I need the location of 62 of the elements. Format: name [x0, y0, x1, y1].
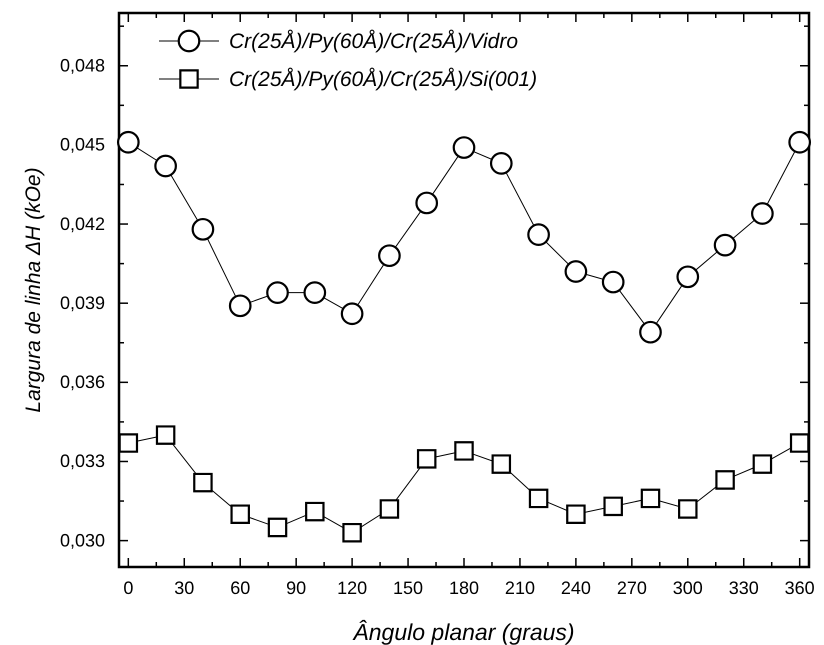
x-tick-label: 0: [123, 578, 134, 598]
point: [676, 265, 700, 288]
point: [564, 260, 588, 283]
x-tick-label: 330: [728, 578, 759, 598]
point: [678, 499, 698, 519]
point: [342, 522, 362, 542]
point: [380, 499, 400, 519]
point: [640, 488, 660, 508]
point: [156, 425, 176, 445]
point: [305, 502, 325, 522]
y-tick-label: 0,036: [60, 372, 105, 392]
point: [492, 454, 512, 474]
x-tick-label: 180: [448, 578, 480, 598]
point: [528, 488, 548, 508]
point: [378, 244, 401, 268]
x-tick-label: 360: [784, 578, 815, 598]
point: [639, 320, 662, 344]
point: [416, 449, 436, 469]
point: [454, 441, 474, 461]
x-tick-label: 240: [560, 578, 591, 598]
point: [566, 504, 586, 524]
y-tick-label: 0,042: [60, 214, 105, 234]
x-tick-label: 300: [672, 578, 703, 598]
point: [751, 202, 774, 225]
x-tick-label: 30: [174, 578, 194, 598]
point: [118, 433, 138, 453]
point: [192, 218, 214, 241]
point: [228, 294, 252, 318]
point: [154, 154, 177, 178]
point: [268, 518, 288, 538]
x-tick-label: 120: [337, 578, 368, 598]
x-tick-label: 150: [393, 578, 424, 598]
point: [116, 130, 140, 154]
point: [603, 496, 623, 516]
point: [790, 433, 810, 453]
x-tick-label: 210: [504, 578, 535, 598]
point: [602, 270, 625, 294]
x-tick-label: 60: [230, 578, 250, 598]
y-tick-label: 0,033: [60, 451, 105, 472]
point: [303, 281, 326, 304]
y-tick-label: 0,045: [60, 134, 105, 155]
x-tick-label: 90: [286, 578, 306, 598]
point: [752, 454, 772, 474]
point: [715, 470, 735, 490]
y-axis-title: Largura de linha ΔH (kOe): [22, 167, 45, 413]
point: [714, 234, 736, 256]
point: [230, 504, 250, 524]
point: [340, 302, 364, 326]
y-tick-label: 0,039: [60, 292, 105, 313]
x-tick-label: 270: [616, 578, 647, 598]
point: [452, 136, 476, 159]
point: [193, 472, 213, 492]
y-tick-label: 0,030: [60, 530, 105, 550]
x-axis-title: Ângulo planar (graus): [352, 619, 575, 645]
point: [788, 130, 812, 154]
legend-label: Cr(25Å)/Py(60Å)/Cr(25Å)/Si(001): [229, 67, 538, 91]
point: [415, 192, 438, 214]
point: [490, 152, 513, 175]
point: [266, 281, 289, 304]
legend-label: Cr(25Å)/Py(60Å)/Cr(25Å)/Vidro: [229, 29, 518, 53]
point: [527, 223, 550, 246]
y-tick-label: 0,048: [60, 56, 105, 76]
